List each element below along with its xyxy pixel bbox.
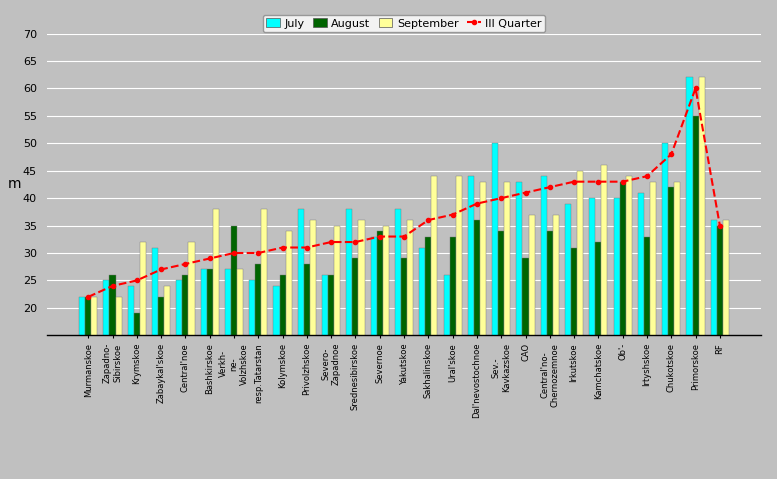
Bar	[565, 204, 571, 418]
Bar	[420, 248, 425, 418]
Bar	[255, 264, 261, 418]
Bar	[140, 242, 146, 418]
Bar	[699, 78, 705, 418]
Bar	[116, 297, 122, 418]
Bar	[595, 242, 601, 418]
Bar	[152, 248, 158, 418]
Legend: July, August, September, III Quarter: July, August, September, III Quarter	[263, 15, 545, 32]
Bar	[176, 280, 183, 418]
Bar	[79, 297, 85, 418]
Bar	[662, 143, 668, 418]
Bar	[431, 176, 437, 418]
Bar	[711, 220, 717, 418]
Bar	[91, 297, 97, 418]
Bar	[395, 209, 401, 418]
Bar	[183, 275, 189, 418]
Bar	[601, 165, 608, 418]
Bar	[474, 220, 480, 418]
Bar	[455, 176, 462, 418]
Bar	[480, 182, 486, 418]
Bar	[638, 193, 644, 418]
Bar	[134, 313, 140, 418]
Bar	[304, 264, 310, 418]
Bar	[274, 286, 280, 418]
Bar	[322, 275, 328, 418]
Bar	[553, 215, 559, 418]
Bar	[589, 198, 595, 418]
Bar	[213, 209, 219, 418]
Bar	[347, 209, 353, 418]
Bar	[103, 280, 110, 418]
Bar	[450, 237, 455, 418]
Bar	[401, 259, 407, 418]
Bar	[577, 171, 584, 418]
Bar	[207, 270, 213, 418]
Bar	[668, 187, 674, 418]
Bar	[522, 259, 528, 418]
Bar	[517, 182, 522, 418]
Bar	[425, 237, 431, 418]
Bar	[547, 231, 553, 418]
Bar	[280, 275, 286, 418]
Bar	[377, 231, 383, 418]
Bar	[358, 220, 364, 418]
Bar	[225, 270, 231, 418]
Bar	[614, 198, 619, 418]
Bar	[189, 242, 194, 418]
Bar	[686, 78, 692, 418]
Bar	[353, 259, 358, 418]
Y-axis label: m: m	[8, 177, 21, 192]
Bar	[674, 182, 681, 418]
Bar	[723, 220, 729, 418]
Bar	[85, 297, 91, 418]
Bar	[127, 286, 134, 418]
Bar	[571, 248, 577, 418]
Bar	[164, 286, 170, 418]
Bar	[298, 209, 304, 418]
Bar	[310, 220, 316, 418]
Bar	[492, 143, 498, 418]
Bar	[158, 297, 164, 418]
Bar	[200, 270, 207, 418]
Bar	[717, 226, 723, 418]
Bar	[407, 220, 413, 418]
Bar	[625, 176, 632, 418]
Bar	[371, 237, 377, 418]
Bar	[334, 226, 340, 418]
Bar	[692, 116, 699, 418]
Bar	[650, 182, 656, 418]
Bar	[541, 176, 547, 418]
Bar	[286, 231, 291, 418]
Bar	[328, 275, 334, 418]
Bar	[261, 209, 267, 418]
Bar	[110, 275, 116, 418]
Bar	[498, 231, 504, 418]
Bar	[468, 176, 474, 418]
Bar	[383, 226, 388, 418]
Bar	[249, 280, 255, 418]
Bar	[619, 182, 625, 418]
Bar	[504, 182, 510, 418]
Bar	[237, 270, 243, 418]
Bar	[528, 215, 535, 418]
Bar	[644, 237, 650, 418]
Bar	[444, 275, 450, 418]
Bar	[231, 226, 237, 418]
